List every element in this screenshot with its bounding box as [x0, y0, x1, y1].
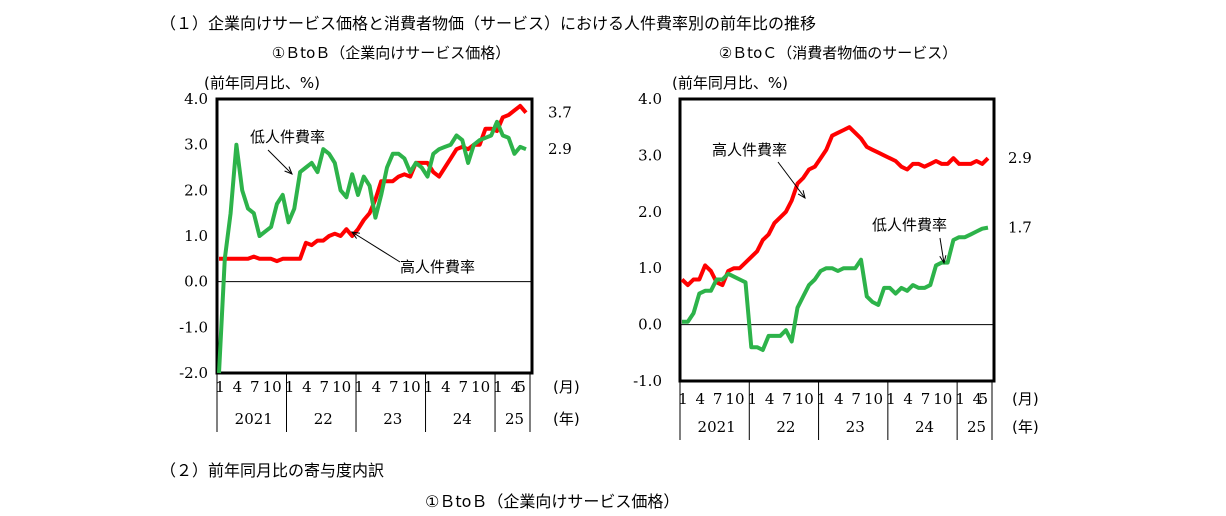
chart-2-annotation-arrowhead	[797, 190, 806, 200]
chart-2-ytick-label: 2.0	[638, 203, 662, 221]
chart-1-ytick-label: 4.0	[184, 90, 208, 108]
chart-1-month-tick-label: 7	[459, 378, 469, 396]
chart-1-month-tick-label: 10	[402, 378, 421, 396]
chart-1-month-tick-label: 10	[332, 378, 351, 396]
chart-1-month-tick-label: 1	[285, 378, 295, 396]
chart-2-ytick-label: 1.0	[638, 259, 662, 277]
chart-2-month-tick-label: 1	[817, 390, 827, 408]
chart-2-year-label: 24	[915, 418, 934, 436]
chart-2-month-tick-label: 4	[903, 390, 913, 408]
chart-2-year-label: 25	[967, 418, 986, 436]
chart-1-ytick-label: -2.0	[179, 364, 208, 382]
chart-2-month-tick-label: 1	[955, 390, 965, 408]
chart-1-series-high-end-label: 3.7	[548, 104, 572, 122]
chart-1-annotation-arrow	[351, 231, 401, 263]
chart-2-annotation: 低人件費率	[872, 216, 947, 234]
chart-1-series-low-line	[217, 119, 527, 374]
chart-1-month-tick-label: 1	[424, 378, 434, 396]
chart-1-month-tick-label: 1	[215, 378, 225, 396]
chart-2-month-tick-label: 10	[725, 390, 744, 408]
chart-1-year-label: 24	[453, 410, 472, 428]
chart-1-year-unit: (年)	[553, 410, 580, 428]
chart-1-year-label: 23	[383, 410, 402, 428]
chart-2-month-tick-label: 10	[864, 390, 883, 408]
chart-2-month-tick-label: 4	[973, 390, 983, 408]
chart-2-frame	[678, 97, 996, 383]
chart-2-month-tick-label: 7	[921, 390, 931, 408]
chart-2-series-high-end-label: 2.9	[1008, 149, 1032, 167]
chart-2-ytick-label: -1.0	[633, 372, 662, 390]
chart-2-year-unit: (年)	[1012, 418, 1039, 436]
chart-1-year-label: 22	[314, 410, 333, 428]
chart-2-month-tick-label: 4	[765, 390, 775, 408]
chart-2-annotation-arrowhead	[939, 255, 947, 265]
chart-1-month-unit: (月)	[553, 378, 580, 396]
chart-1-annotation: 高人件費率	[400, 258, 475, 276]
chart-1-month-tick-label: 4	[372, 378, 382, 396]
section2-title: （２）前年同月比の寄与度内訳	[160, 461, 385, 480]
chart-1-annotation-arrowhead	[350, 231, 360, 239]
chart-1-frame	[215, 97, 534, 375]
chart-2-month-tick-label: 5	[978, 390, 988, 408]
chart-1-series-low-end-label: 2.9	[548, 140, 572, 158]
chart-1-ytick-label: 1.0	[184, 227, 208, 245]
chart-2-series-low-line	[682, 225, 989, 352]
chart-1-year-label: 2021	[235, 410, 273, 428]
chart-1-month-tick-label: 1	[493, 378, 503, 396]
chart-1-annotation-arrow	[267, 149, 293, 175]
chart-1-annotation-arrowhead	[284, 166, 293, 175]
chart-1-ytick-label: 0.0	[184, 273, 208, 291]
chart-2-month-tick-label: 4	[834, 390, 844, 408]
chart-2-month-tick-label: 1	[886, 390, 896, 408]
section1-title: （１）企業向けサービス価格と消費者物価（サービス）における人件費率別の前年比の推…	[160, 14, 817, 33]
chart-2-month-tick-label: 1	[748, 390, 758, 408]
chart-2-year-label: 23	[846, 418, 865, 436]
chart-2-ytick-label: 3.0	[638, 146, 662, 164]
chart-1-month-tick-label: 4	[233, 378, 243, 396]
chart-2-month-tick-label: 10	[933, 390, 952, 408]
chart-2-year-label: 2021	[698, 418, 736, 436]
chart-1-month-tick-label: 1	[354, 378, 364, 396]
chart-2-year-label: 22	[776, 418, 795, 436]
chart-1-month-tick-label: 5	[516, 378, 526, 396]
chart-1-year-label: 25	[505, 410, 524, 428]
chart-1-month-tick-label: 7	[250, 378, 260, 396]
chart-2-annotation-arrow	[939, 237, 945, 264]
chart-2-ytick-label: 0.0	[638, 316, 662, 334]
chart-1-month-tick-label: 10	[471, 378, 490, 396]
chart-2-month-tick-label: 10	[795, 390, 814, 408]
chart-2-month-tick-label: 7	[713, 390, 723, 408]
chart-2-month-tick-label: 7	[782, 390, 792, 408]
chart-2-ylabel: (前年同月比、%)	[672, 74, 788, 92]
chart-2-series-high-line	[680, 125, 990, 288]
chart-1-annotation: 低人件費率	[250, 128, 325, 146]
chart-2-annotation: 高人件費率	[712, 141, 787, 159]
chart-1-month-tick-label: 7	[389, 378, 399, 396]
chart-2-month-tick-label: 7	[851, 390, 861, 408]
chart-2-month-tick-label: 1	[678, 390, 688, 408]
chart-2-month-unit: (月)	[1012, 390, 1039, 408]
chart-1-month-tick-label: 4	[302, 378, 312, 396]
chart-1-ytick-label: 3.0	[184, 136, 208, 154]
chart-1-month-tick-label: 10	[263, 378, 282, 396]
section2-subtitle: ①ＢtoＢ（企業向けサービス価格）	[425, 492, 680, 511]
chart-1-month-tick-label: 4	[511, 378, 521, 396]
chart-1-title: ①ＢtoＢ（企業向けサービス価格）	[272, 44, 511, 62]
chart-1-ytick-label: 2.0	[184, 181, 208, 199]
chart-2-title: ②ＢtoＣ（消費者物価のサービス）	[719, 44, 958, 62]
chart-1-month-tick-label: 7	[319, 378, 329, 396]
chart-2-series-low-end-label: 1.7	[1008, 219, 1032, 237]
chart-1-ylabel: (前年同月比、%)	[204, 74, 320, 92]
chart-2-month-tick-label: 4	[696, 390, 706, 408]
chart-2-annotation-arrow	[777, 161, 806, 199]
chart-2-ytick-label: 4.0	[638, 90, 662, 108]
chart-1-month-tick-label: 4	[441, 378, 451, 396]
chart-1-ytick-label: -1.0	[179, 318, 208, 336]
